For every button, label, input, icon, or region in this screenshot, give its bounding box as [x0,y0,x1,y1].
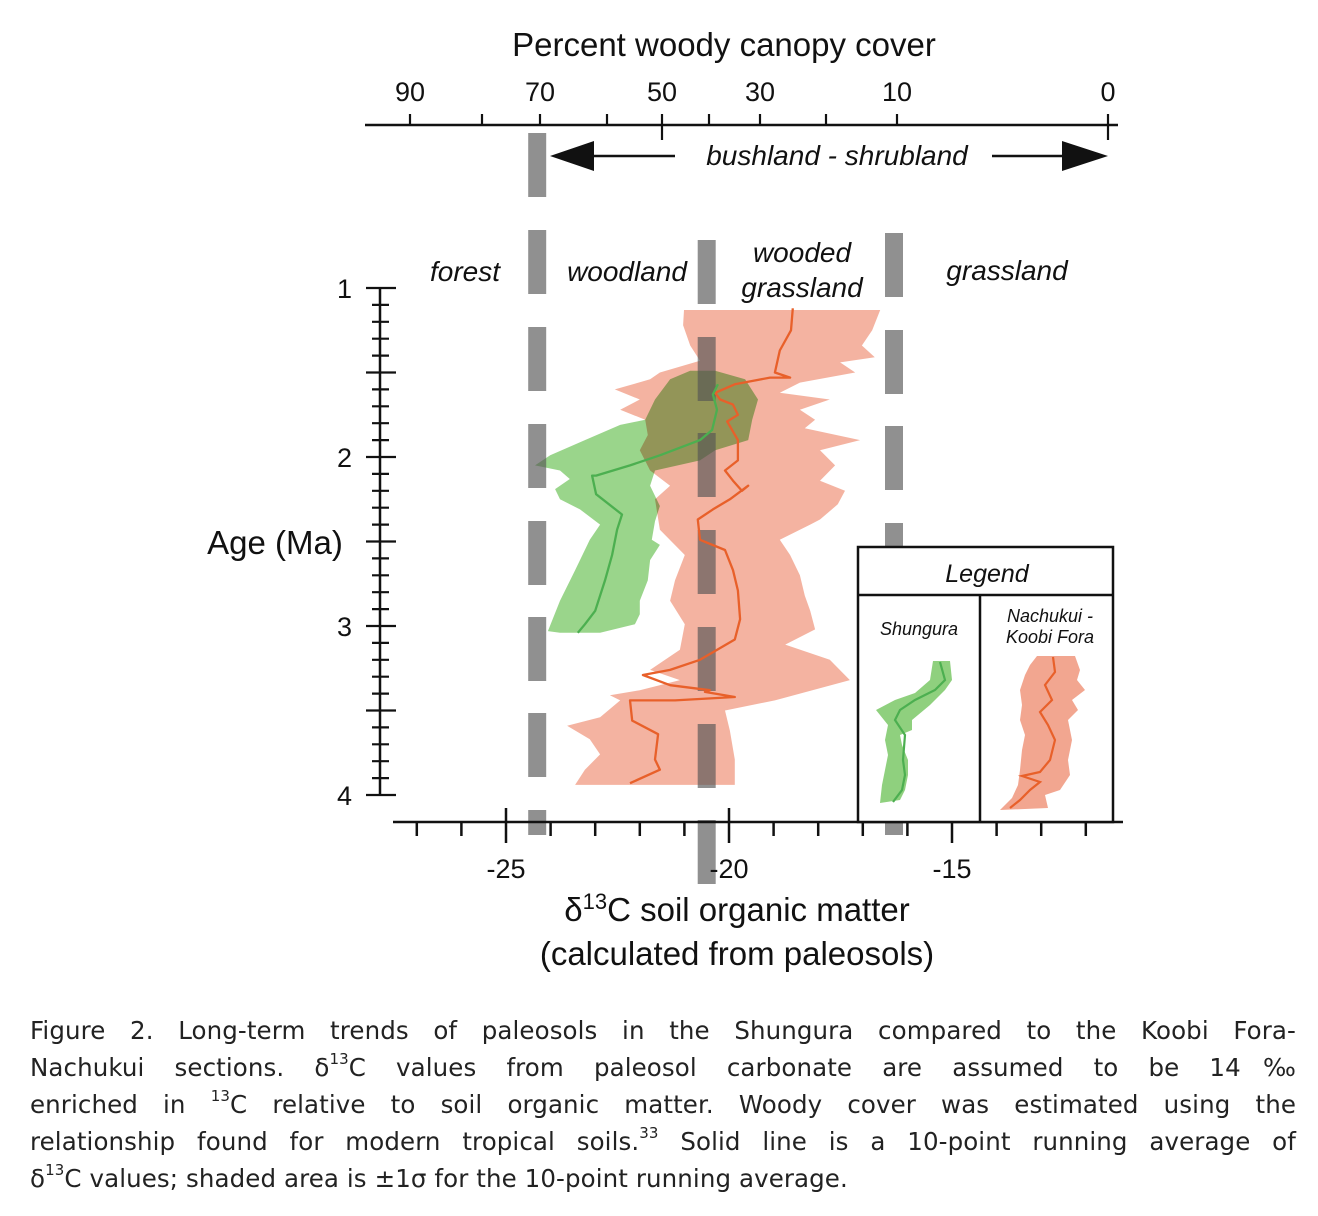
chart: -25 -20 -15 1 2 3 4 90 70 50 30 10 0 Legend Shungura N… [207,26,1123,972]
top-axis-tick-label: 0 [1100,77,1115,107]
zone-label-wooded: wooded [753,237,853,268]
boundary-dash-woodland-wooded-grassland [697,337,716,401]
caption-line: Nachukui sections. δ13C values from pale… [30,1049,1296,1086]
legend-title: Legend [945,560,1030,588]
legend-swatch-band-shungura [876,661,952,803]
boundary-dash-woodland-wooded-grassland [697,240,716,304]
legend-label-nachukui: Nachukui - [1007,606,1093,626]
top-axis-tick-label: 70 [525,77,555,107]
mean-line-shungura [576,383,719,634]
x-axis-label-line2: (calculated from paleosols) [540,935,934,972]
mean-line-nachukui-koobi-fora [628,308,794,785]
caption-text: relationship found for modern tropical s… [30,1127,640,1156]
caption-line: δ13C values; shaded area is ±1σ for the … [30,1160,1296,1197]
zone-label-woodland: woodland [567,256,688,287]
x-tick-label: -15 [932,854,971,884]
top-axis-tick-label: 90 [395,77,425,107]
y-tick-label: 2 [337,443,352,473]
boundary-dash-woodland-wooded-grassland [697,530,716,594]
x-tick-label: -20 [709,854,748,884]
boundary-dash-forest-woodland [528,424,547,488]
boundary-dash-wooded-grassland-grassland [885,233,903,297]
delta-symbol: δ [564,891,582,928]
y-tick-label: 3 [337,612,352,642]
range-label: bushland - shrubland [706,140,969,171]
x-axis-label: δ13C soil organic matter [564,889,909,928]
y-tick-label: 1 [337,274,352,304]
caption-text: Figure 2. Long-term trends of paleosols … [30,1016,1296,1045]
y-axis-label: Age (Ma) [207,524,343,561]
legend-label-shungura: Shungura [880,619,958,639]
caption-superscript: 33 [639,1123,659,1142]
boundary-dash-forest-woodland [528,327,547,391]
caption-text: C values; shaded area is ±1σ for the 10-… [64,1164,848,1193]
zone-label-grassland-2: grassland [741,272,864,303]
boundary-dash-woodland-wooded-grassland [697,820,716,884]
top-axis-tick-label: 50 [647,77,677,107]
band-nachukui-koobi-fora [567,310,881,785]
caption-text: C values from paleosol carbonate are ass… [348,1053,1296,1082]
arrow-left-icon [550,141,594,171]
top-axis-title: Percent woody canopy cover [512,26,936,63]
caption-superscript: 13 [329,1049,349,1068]
zone-label-forest: forest [430,256,501,287]
caption-line: enriched in 13C relative to soil organic… [30,1086,1296,1123]
legend-swatch-line-shungura [892,661,947,803]
caption-text: enriched in [30,1090,211,1119]
boundary-dash-woodland-wooded-grassland [697,627,716,691]
zone-label-grassland: grassland [946,255,1069,286]
caption-line: relationship found for modern tropical s… [30,1123,1296,1160]
caption-text: Solid line is a 10-point running average… [658,1127,1296,1156]
caption-superscript: 13 [45,1160,65,1179]
boundary-dash-woodland-wooded-grassland [697,433,716,497]
top-axis-tick-label: 10 [882,77,912,107]
boundary-dash-woodland-wooded-grassland [697,724,716,788]
boundary-dash-wooded-grassland-grassland [885,330,903,394]
legend-swatch-line-nachukui [1009,656,1057,809]
caption-text: δ [30,1164,46,1193]
y-tick-label: 4 [337,781,352,811]
x-tick-label: -25 [486,854,525,884]
top-axis-tick-label: 30 [745,77,775,107]
boundary-dash-forest-woodland [528,521,547,585]
boundary-dash-forest-woodland [528,617,547,681]
legend-label-koobi-fora: Koobi Fora [1006,627,1094,647]
caption-line: Figure 2. Long-term trends of paleosols … [30,1012,1296,1049]
figure-caption: Figure 2. Long-term trends of paleosols … [30,1012,1296,1197]
caption-text: C relative to soil organic matter. Woody… [229,1090,1296,1119]
boundary-dash-forest-woodland [528,230,547,294]
arrow-right-icon [1062,141,1108,171]
boundary-dash-forest-woodland [528,133,547,197]
superscript-13: 13 [583,889,607,914]
legend-swatch-band-nachukui [1000,656,1085,810]
boundary-dash-forest-woodland [528,713,547,777]
caption-superscript: 13 [210,1086,230,1105]
caption-text: Nachukui sections. δ [30,1053,330,1082]
x-axis-label-rest: C soil organic matter [607,891,910,928]
boundary-dash-wooded-grassland-grassland [885,426,903,490]
